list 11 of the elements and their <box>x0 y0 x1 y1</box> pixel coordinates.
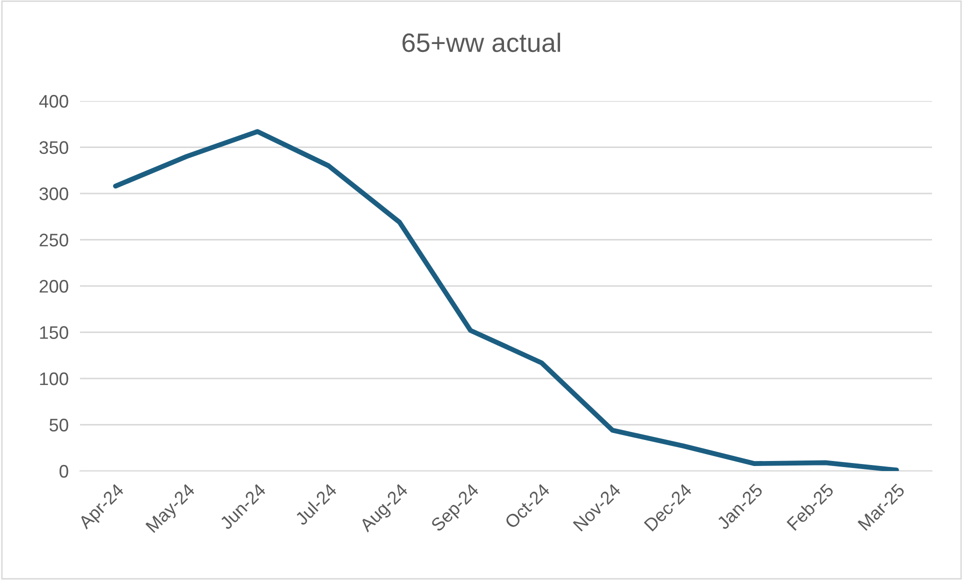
y-tick-label: 100 <box>40 372 68 386</box>
y-tick-label: 300 <box>39 187 68 200</box>
chart-title: 65+ww actual <box>402 32 560 52</box>
y-tick-label: 0 <box>60 464 68 478</box>
y-tick-label: 200 <box>40 280 68 293</box>
line-series <box>113 129 899 471</box>
y-tick-label: 150 <box>40 326 68 339</box>
y-tick-label: 50 <box>50 418 68 432</box>
y-tick-label: 250 <box>40 234 68 246</box>
y-tick-label: 400 <box>39 94 68 108</box>
y-tick-label: 350 <box>39 141 68 154</box>
